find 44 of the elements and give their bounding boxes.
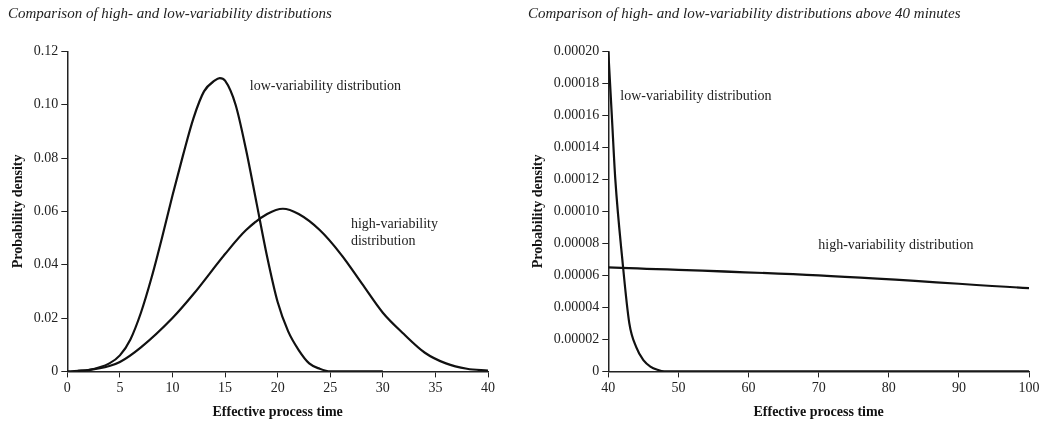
y-tick-label: 0.02 [33,309,59,325]
x-tick-label: 70 [811,380,826,396]
y-axis-title: Probability density [10,154,26,269]
x-tick-label: 60 [741,380,756,396]
series-label: high-variability distribution [350,216,438,249]
series-label: high-variability distribution [818,237,974,253]
x-tick-label: 20 [270,380,285,396]
x-tick-label: 40 [601,380,616,396]
x-tick-label: 25 [323,380,338,396]
y-tick-label: 0.00004 [553,299,600,315]
y-tick-label: 0 [592,363,600,379]
series-label: low-variability distribution [249,77,402,93]
x-axis-title: Effective process time [212,404,343,420]
x-axis-title: Effective process time [753,404,884,420]
y-tick-label: 0.12 [33,43,59,59]
y-tick-label: 0.00020 [553,43,600,59]
y-tick-label: 0.06 [33,203,59,219]
x-tick-label: 15 [218,380,233,396]
y-tick-label: 0.00006 [553,267,600,283]
y-axis-title: Probability density [530,154,546,269]
x-tick-label: 50 [671,380,686,396]
x-tick-label: 30 [375,380,390,396]
x-tick-label: 35 [428,380,443,396]
x-tick-label: 5 [116,380,124,396]
x-tick-label: 80 [881,380,896,396]
y-tick-label: 0.00016 [553,107,600,123]
y-tick-label: 0.00010 [553,203,600,219]
y-tick-label: 0.10 [33,96,59,112]
y-tick-label: 0.00002 [553,331,600,347]
y-tick-label: 0.00018 [553,75,600,91]
x-tick-label: 100 [1018,380,1040,396]
chart-title: Comparison of high- and low-variability distributions above 40 minutes [527,4,962,23]
x-tick-label: 40 [481,380,495,396]
y-tick-label: 0.04 [33,256,59,272]
y-tick-label: 0.00014 [553,139,600,155]
y-tick-label: 0.00008 [553,235,600,251]
series-label: low-variability distribution [620,88,772,104]
y-tick-label: 0.00012 [553,171,600,187]
x-tick-label: 90 [951,380,966,396]
y-tick-label: 0.08 [33,149,59,165]
y-tick-label: 0 [51,363,59,379]
x-tick-label: 0 [63,380,71,396]
x-tick-label: 10 [165,380,180,396]
chart-title: Comparison of high- and low-variability distributions [7,4,333,23]
